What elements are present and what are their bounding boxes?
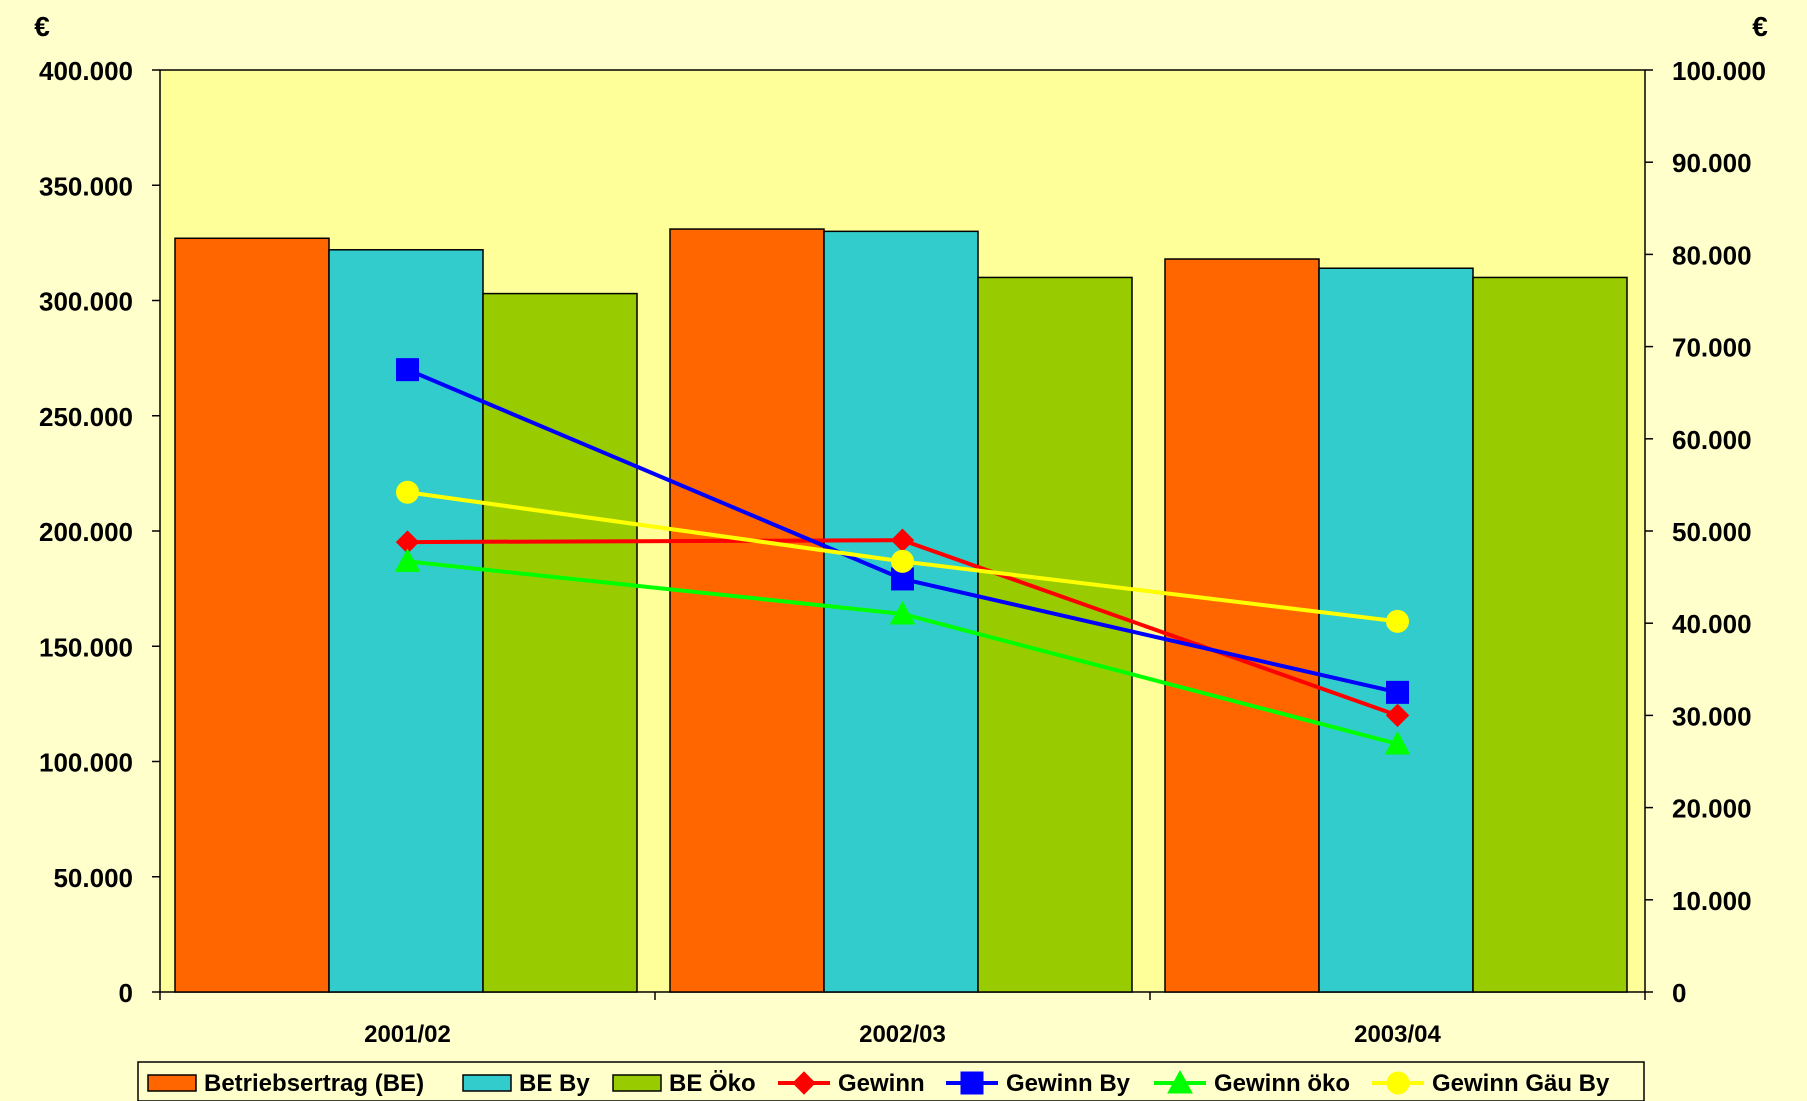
left-tick-label: 150.000 — [39, 632, 133, 662]
point-gewinn-g-u-by-2003-04 — [1386, 609, 1409, 633]
legend: Betriebsertrag (BE) BE By BE Öko Gewinn Gewi… — [137, 1061, 1645, 1101]
legend-swatch — [462, 1074, 512, 1092]
bar-betriebsertrag-be--2003-04 — [1164, 258, 1320, 993]
left-axis-unit: € — [34, 11, 50, 42]
bar-betriebsertrag-be--2002-03 — [669, 228, 825, 993]
bar-be-ko-2003-04 — [1472, 276, 1628, 993]
bar-be-ko-2001-02 — [482, 292, 638, 993]
point-gewinn-by-2001-02 — [396, 358, 419, 382]
right-axis-unit: € — [1752, 11, 1768, 42]
legend-marker — [1386, 1071, 1410, 1095]
left-tick-label: 100.000 — [39, 748, 133, 778]
left-tick-label: 200.000 — [39, 517, 133, 547]
legend-label: Gewinn — [838, 1070, 925, 1097]
right-tick-label: 90.000 — [1672, 148, 1752, 178]
legend-label: BE By — [519, 1070, 590, 1097]
point-gewinn-g-u-by-2002-03 — [891, 549, 914, 573]
right-tick-label: 100.000 — [1672, 56, 1766, 86]
axes-layer — [152, 69, 1653, 1000]
lines-layer — [394, 358, 1411, 755]
legend-swatch — [612, 1074, 662, 1092]
category-label: 2002/03 — [859, 1021, 946, 1048]
point-gewinn-g-u-by-2001-02 — [396, 480, 419, 504]
legend-marker — [792, 1071, 816, 1095]
point-gewinn-ko-2001-02 — [394, 548, 421, 572]
point-gewinn-ko-2003-04 — [1384, 730, 1411, 755]
right-tick-label: 20.000 — [1672, 794, 1752, 824]
legend-swatch — [147, 1074, 197, 1092]
legend-label: Gewinn Gäu By — [1432, 1070, 1610, 1097]
legend-marker — [1167, 1069, 1193, 1094]
right-tick-label: 10.000 — [1672, 886, 1752, 916]
labels-layer: 0 50.000 100.000 150.000 200.000 250.000 300.0… — [39, 56, 1766, 1048]
bars-layer — [174, 228, 1628, 993]
right-tick-label: 30.000 — [1672, 701, 1752, 731]
bar-betriebsertrag-be--2001-02 — [174, 237, 330, 993]
right-tick-label: 60.000 — [1672, 425, 1752, 455]
legend-marker — [960, 1071, 984, 1095]
point-gewinn-by-2003-04 — [1386, 680, 1409, 704]
left-tick-label: 250.000 — [39, 402, 133, 432]
right-tick-label: 70.000 — [1672, 333, 1752, 363]
left-tick-label: 400.000 — [39, 56, 133, 86]
left-tick-label: 50.000 — [53, 863, 133, 893]
legend-label: BE Öko — [669, 1070, 756, 1097]
right-tick-label: 50.000 — [1672, 517, 1752, 547]
left-tick-label: 300.000 — [39, 287, 133, 317]
point-gewinn-2003-04 — [1385, 703, 1410, 728]
category-label: 2001/02 — [364, 1021, 451, 1048]
category-label: 2003/04 — [1354, 1021, 1441, 1048]
bar-be-ko-2002-03 — [977, 276, 1133, 993]
left-tick-label: 0 — [119, 978, 133, 1008]
right-tick-label: 40.000 — [1672, 609, 1752, 639]
legend-label: Gewinn öko — [1214, 1070, 1350, 1097]
right-tick-label: 80.000 — [1672, 240, 1752, 270]
point-gewinn-ko-2002-03 — [889, 600, 916, 625]
right-tick-label: 0 — [1672, 978, 1686, 1008]
legend-items: Betriebsertrag (BE) BE By BE Öko Gewinn Gewi… — [147, 1069, 1610, 1097]
legend-label: Betriebsertrag (BE) — [204, 1070, 424, 1097]
legend-label: Gewinn By — [1006, 1070, 1131, 1097]
left-tick-label: 350.000 — [39, 171, 133, 201]
